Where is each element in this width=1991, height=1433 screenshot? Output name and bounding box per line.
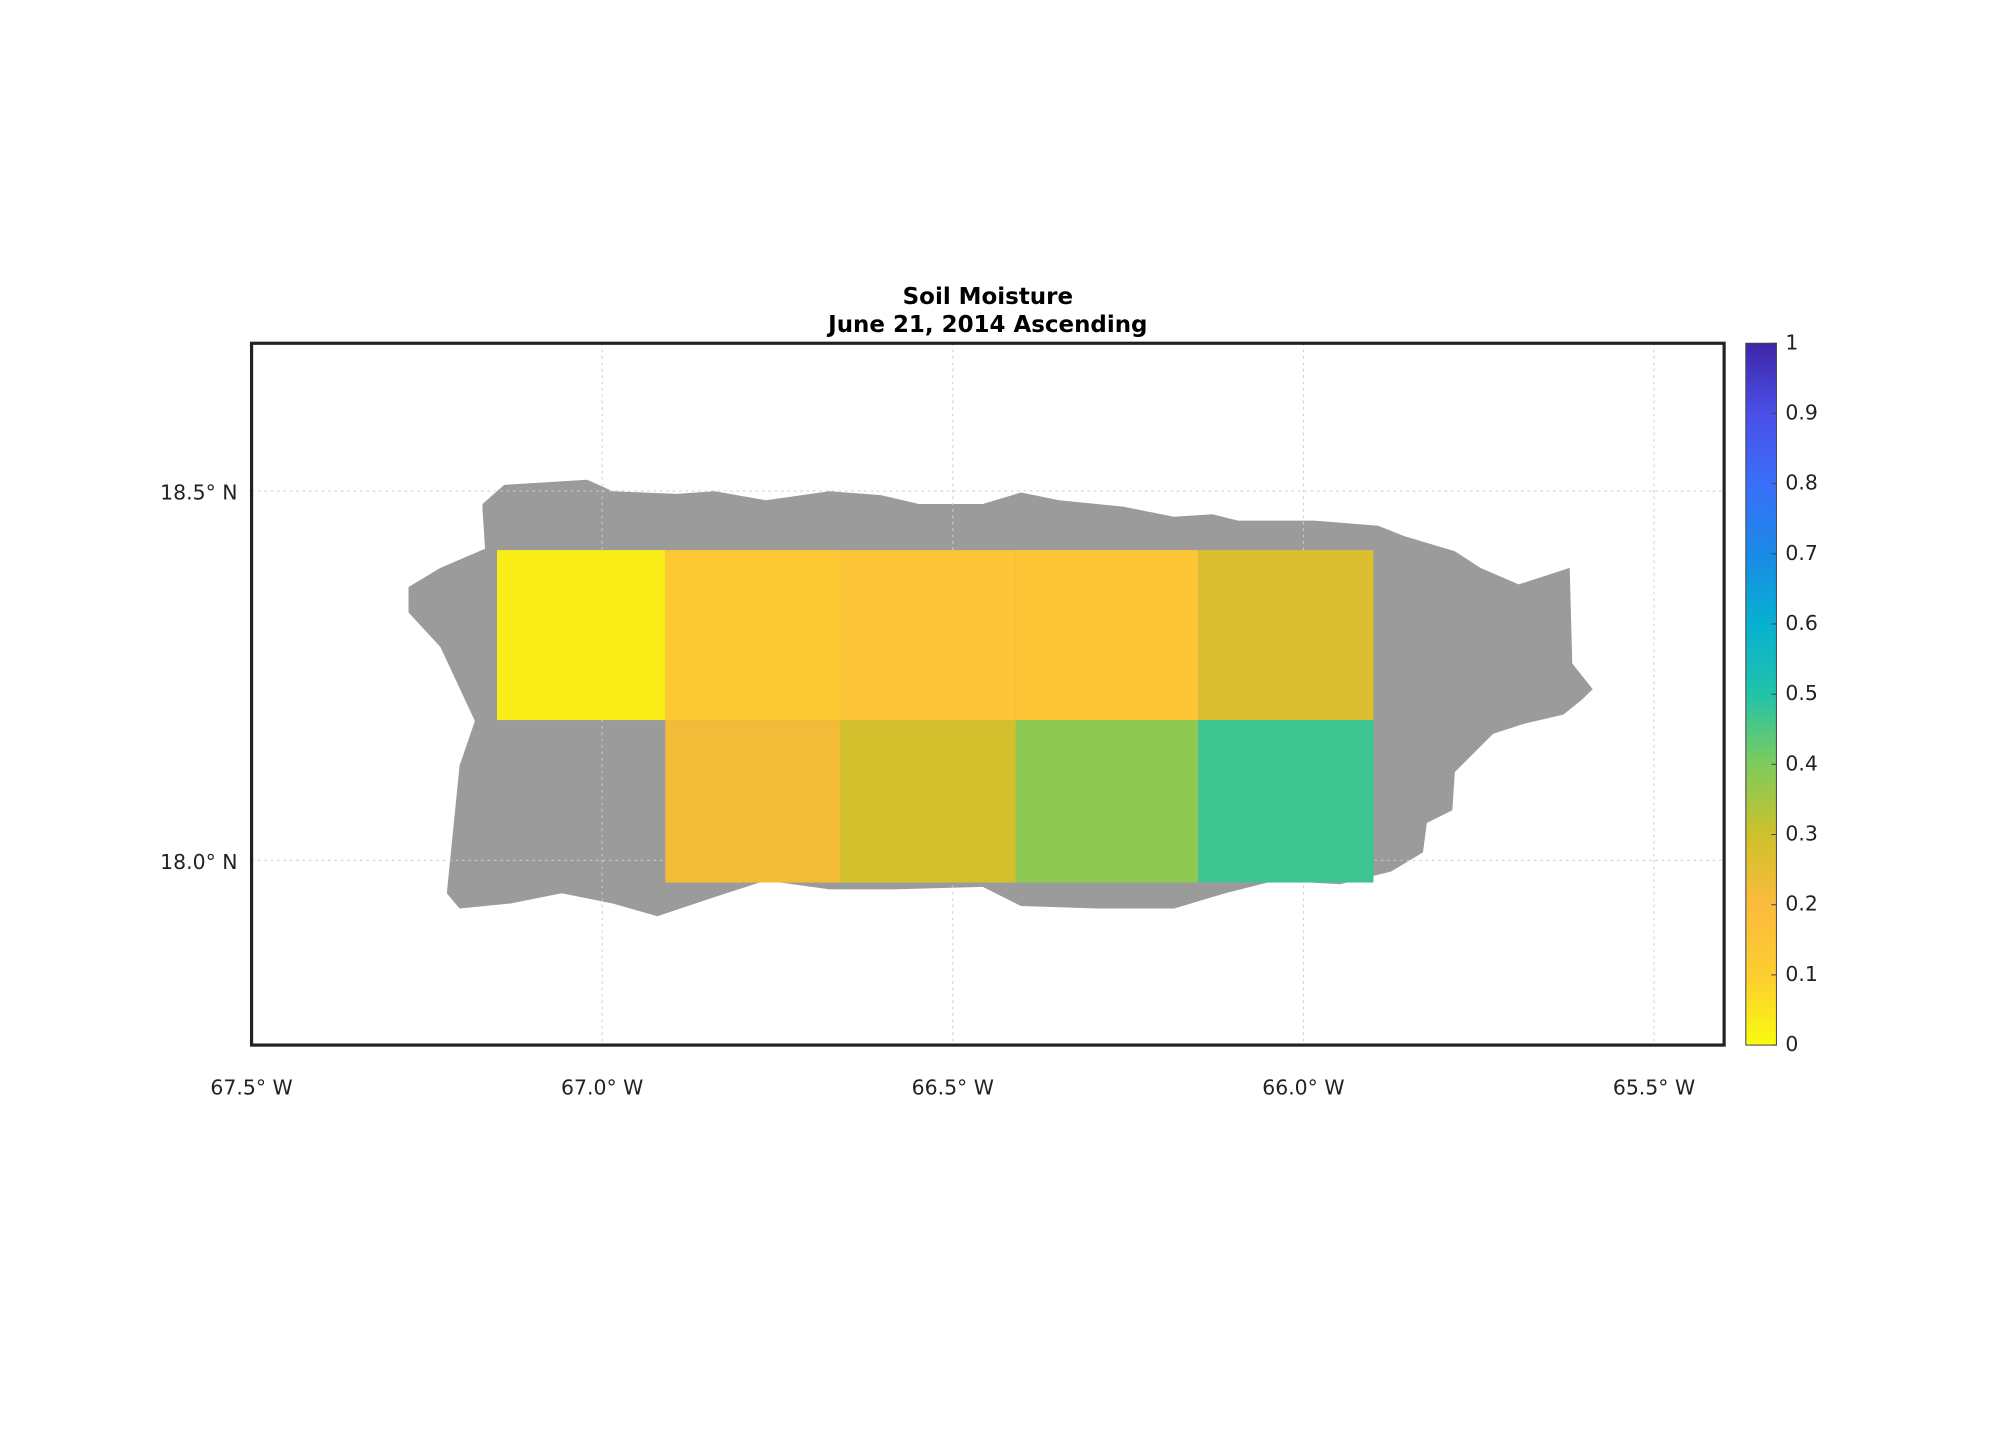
x-tick-label: 65.5° W	[1613, 1075, 1695, 1099]
colorbar-tick-label: 0.1	[1785, 962, 1817, 986]
x-tick-label: 67.0° W	[561, 1075, 643, 1099]
map-title: Soil Moisture	[903, 284, 1073, 310]
cell	[496, 550, 666, 721]
colorbar-tick-label: 0.6	[1785, 611, 1817, 635]
cell	[1015, 550, 1199, 721]
cell	[840, 720, 1016, 883]
cell	[1198, 720, 1374, 883]
x-tick-label: 67.5° W	[210, 1075, 292, 1099]
x-tick-label: 66.5° W	[912, 1075, 994, 1099]
colorbar-tick-label: 0.4	[1785, 751, 1817, 775]
colorbar-tick-label: 0.8	[1785, 471, 1817, 495]
y-tick-label: 18.5° N	[160, 481, 237, 505]
colorbar-tick-label: 0.7	[1785, 541, 1817, 565]
colorbar-tick-label: 0	[1785, 1032, 1798, 1056]
cells	[496, 550, 1374, 883]
axes-frame	[249, 341, 1726, 1047]
colorbar-tick-label: 0.9	[1785, 400, 1817, 424]
colorbar-tick-label: 0.2	[1785, 892, 1817, 916]
colorbar-tick-label: 0.3	[1785, 822, 1817, 846]
colorbar-tick-label: 1	[1785, 330, 1798, 354]
cell	[665, 720, 841, 883]
x-tick-label: 66.0° W	[1262, 1075, 1344, 1099]
y-tick-label: 18.0° N	[160, 850, 237, 874]
cell	[665, 550, 841, 721]
cell	[840, 550, 1016, 721]
map-subtitle: June 21, 2014 Ascending	[826, 312, 1147, 338]
colorbar-tick-label: 0.5	[1785, 681, 1817, 705]
cell	[1198, 550, 1374, 721]
cell	[1015, 720, 1199, 883]
